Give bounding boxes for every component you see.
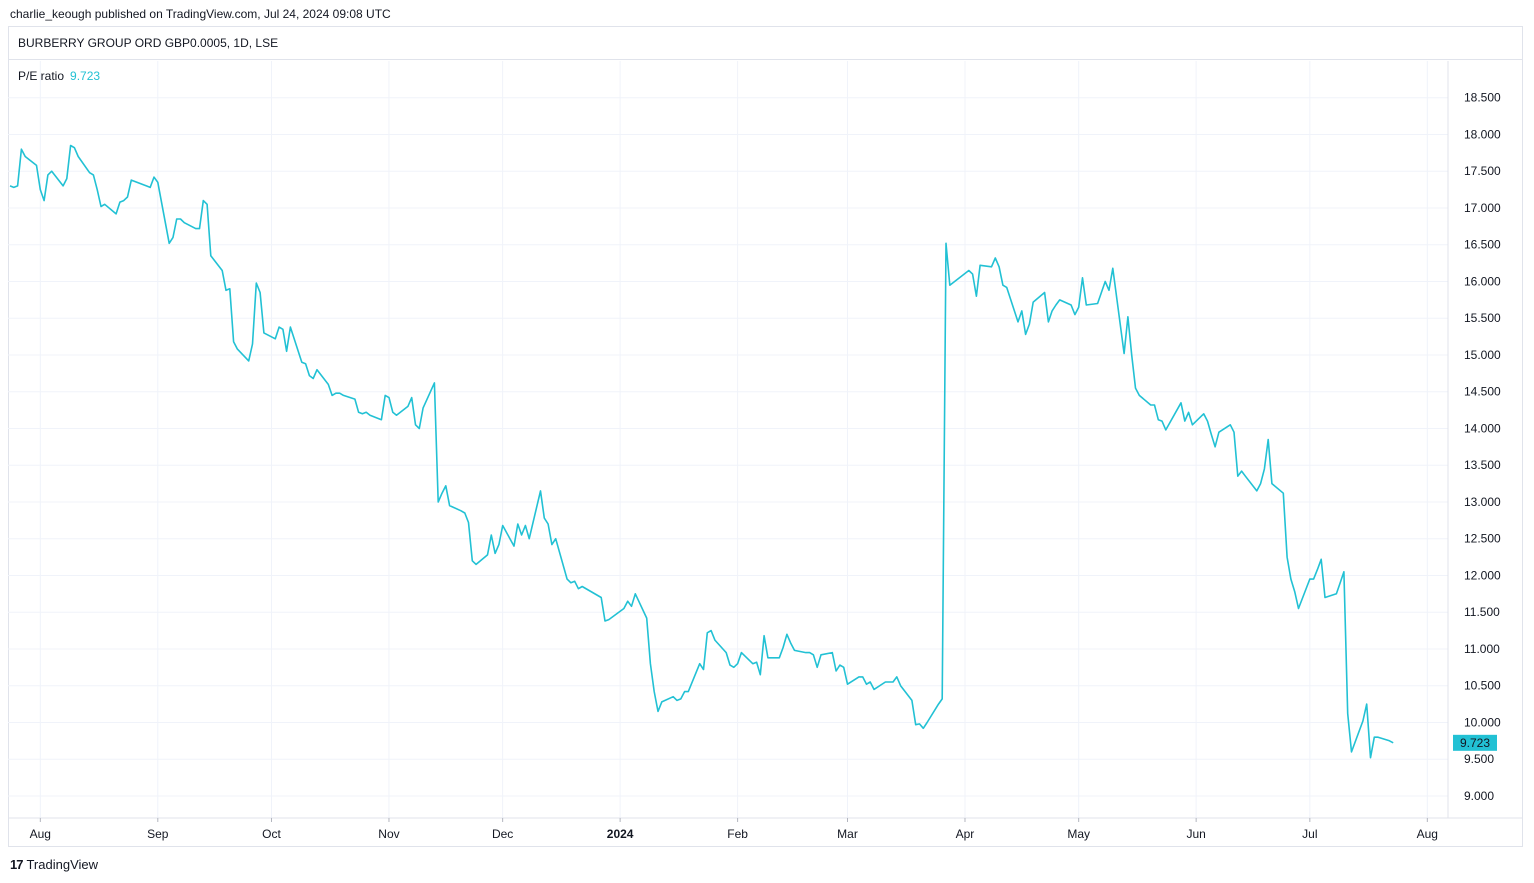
last-value-tag [1453, 734, 1497, 751]
symbol-title[interactable]: BURBERRY GROUP ORD GBP0.0005, 1D, LSE [18, 36, 279, 50]
x-tick-label: Jun [1186, 827, 1205, 841]
y-tick-label: 12.000 [1464, 568, 1501, 582]
chart-grid [8, 61, 1523, 819]
y-tick-label: 9.000 [1464, 789, 1494, 803]
y-tick-label: 10.500 [1464, 679, 1501, 693]
chart-frame [8, 26, 1523, 847]
y-tick-label: 12.500 [1464, 532, 1501, 546]
legend-label: P/E ratio [18, 69, 65, 83]
x-tick-label: Aug [30, 827, 51, 841]
y-tick-label: 11.500 [1464, 605, 1500, 619]
x-tick-label: 2024 [607, 827, 634, 841]
x-tick-label: May [1067, 827, 1090, 841]
y-tick-label: 15.500 [1464, 311, 1501, 325]
y-tick-label: 16.000 [1464, 274, 1501, 288]
x-tick-label: Nov [378, 827, 399, 841]
y-tick-label: 17.000 [1464, 201, 1501, 215]
legend[interactable]: P/E ratio 9.723 [18, 69, 100, 83]
y-tick-label: 10.000 [1464, 715, 1501, 729]
y-tick-label: 14.000 [1464, 421, 1501, 435]
last-value-label: 9.723 [1453, 734, 1497, 751]
x-tick-label: Oct [262, 827, 281, 841]
symbol-bar: BURBERRY GROUP ORD GBP0.0005, 1D, LSE [8, 26, 1523, 60]
x-tick-label: Sep [147, 827, 169, 841]
x-tick-label: Apr [956, 827, 975, 841]
y-tick-label: 13.500 [1464, 458, 1501, 472]
x-tick-label: Jul [1302, 827, 1317, 841]
tradingview-logo-icon: 17 [10, 857, 24, 872]
legend-value: 9.723 [70, 69, 101, 83]
x-axis[interactable]: Aug Sep Oct Nov Dec 2024 Feb Mar Apr May Jun Jul Aug [30, 818, 1438, 841]
publish-info: charlie_keough published on TradingView.… [10, 7, 391, 21]
y-tick-label: 16.500 [1464, 238, 1501, 252]
y-tick-label: 17.500 [1464, 164, 1501, 178]
y-tick-label: 11.000 [1464, 642, 1500, 656]
pe-ratio-line [9, 144, 1394, 759]
x-tick-label: Aug [1417, 827, 1438, 841]
x-tick-label: Mar [837, 827, 858, 841]
y-tick-label: 13.000 [1464, 495, 1501, 509]
y-tick-label: 18.000 [1464, 127, 1501, 141]
x-tick-label: Feb [727, 827, 748, 841]
tradingview-footer[interactable]: 17 TradingView [10, 857, 98, 872]
y-tick-label: 14.500 [1464, 385, 1501, 399]
y-tick-label: 15.000 [1464, 348, 1501, 362]
last-value-text: 9.723 [1460, 736, 1490, 750]
tradingview-brand: TradingView [26, 857, 99, 872]
y-tick-label: 9.500 [1464, 752, 1494, 766]
y-tick-label: 18.500 [1464, 91, 1501, 105]
y-axis[interactable]: 9.000 9.500 10.000 10.500 11.000 11.500 12.000… [1464, 91, 1501, 803]
x-tick-label: Dec [492, 827, 513, 841]
